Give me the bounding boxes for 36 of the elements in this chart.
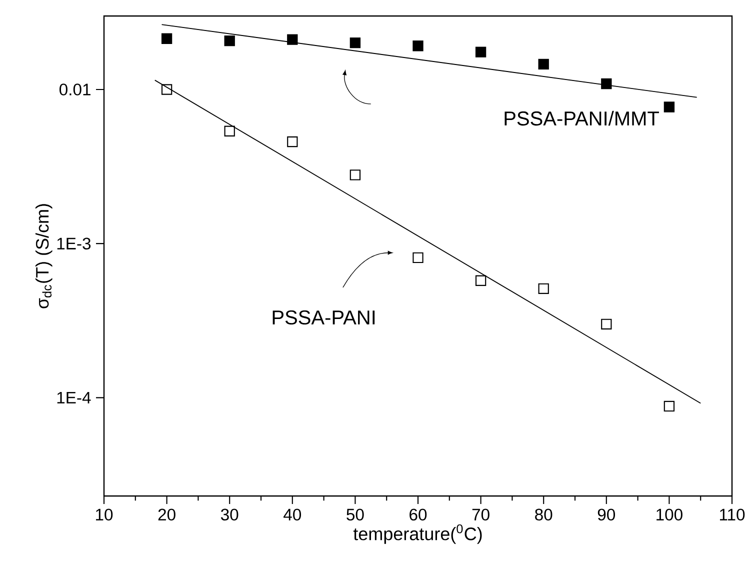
point: [475, 275, 486, 286]
point: [350, 170, 361, 180]
annotation: PSSA-PANI/MMT: [504, 110, 659, 126]
x-tick-label: 60: [410, 508, 427, 521]
point: [412, 40, 424, 52]
x-tick-label: 10: [96, 508, 113, 521]
point: [224, 126, 235, 136]
point: [538, 283, 549, 294]
x-tick-label: 100: [656, 508, 682, 521]
y-tick-label: 1E-4: [57, 392, 91, 404]
point: [224, 36, 235, 46]
x-tick-label: 50: [346, 508, 364, 521]
x-tick-label: 80: [535, 508, 552, 521]
point: [601, 318, 612, 330]
point: [287, 136, 298, 148]
point: [287, 34, 298, 45]
point: [664, 400, 675, 412]
x-tick-label: 30: [220, 508, 238, 521]
point: [412, 252, 424, 264]
x-tick-label: 20: [158, 508, 176, 521]
y-tick-label: 0.01: [60, 84, 90, 96]
point: [601, 78, 612, 90]
x-tick-label: 40: [284, 508, 302, 521]
point: [538, 58, 549, 70]
x-axis-title: temperature($^{0}$C): [353, 524, 482, 544]
x-tick-label: 70: [472, 508, 490, 521]
y-axis-title: σ$_{dc}$(T) (S/cm): [35, 204, 52, 308]
point: [475, 46, 486, 58]
annotation: PSSA-PANI: [272, 310, 375, 325]
point: [664, 102, 675, 112]
x-tick-label: 110: [720, 508, 745, 521]
point: [350, 37, 361, 48]
point: [161, 33, 172, 44]
point: [161, 84, 172, 95]
y-tick-label: 1E-3: [57, 238, 91, 250]
x-tick-label: 90: [598, 508, 616, 521]
